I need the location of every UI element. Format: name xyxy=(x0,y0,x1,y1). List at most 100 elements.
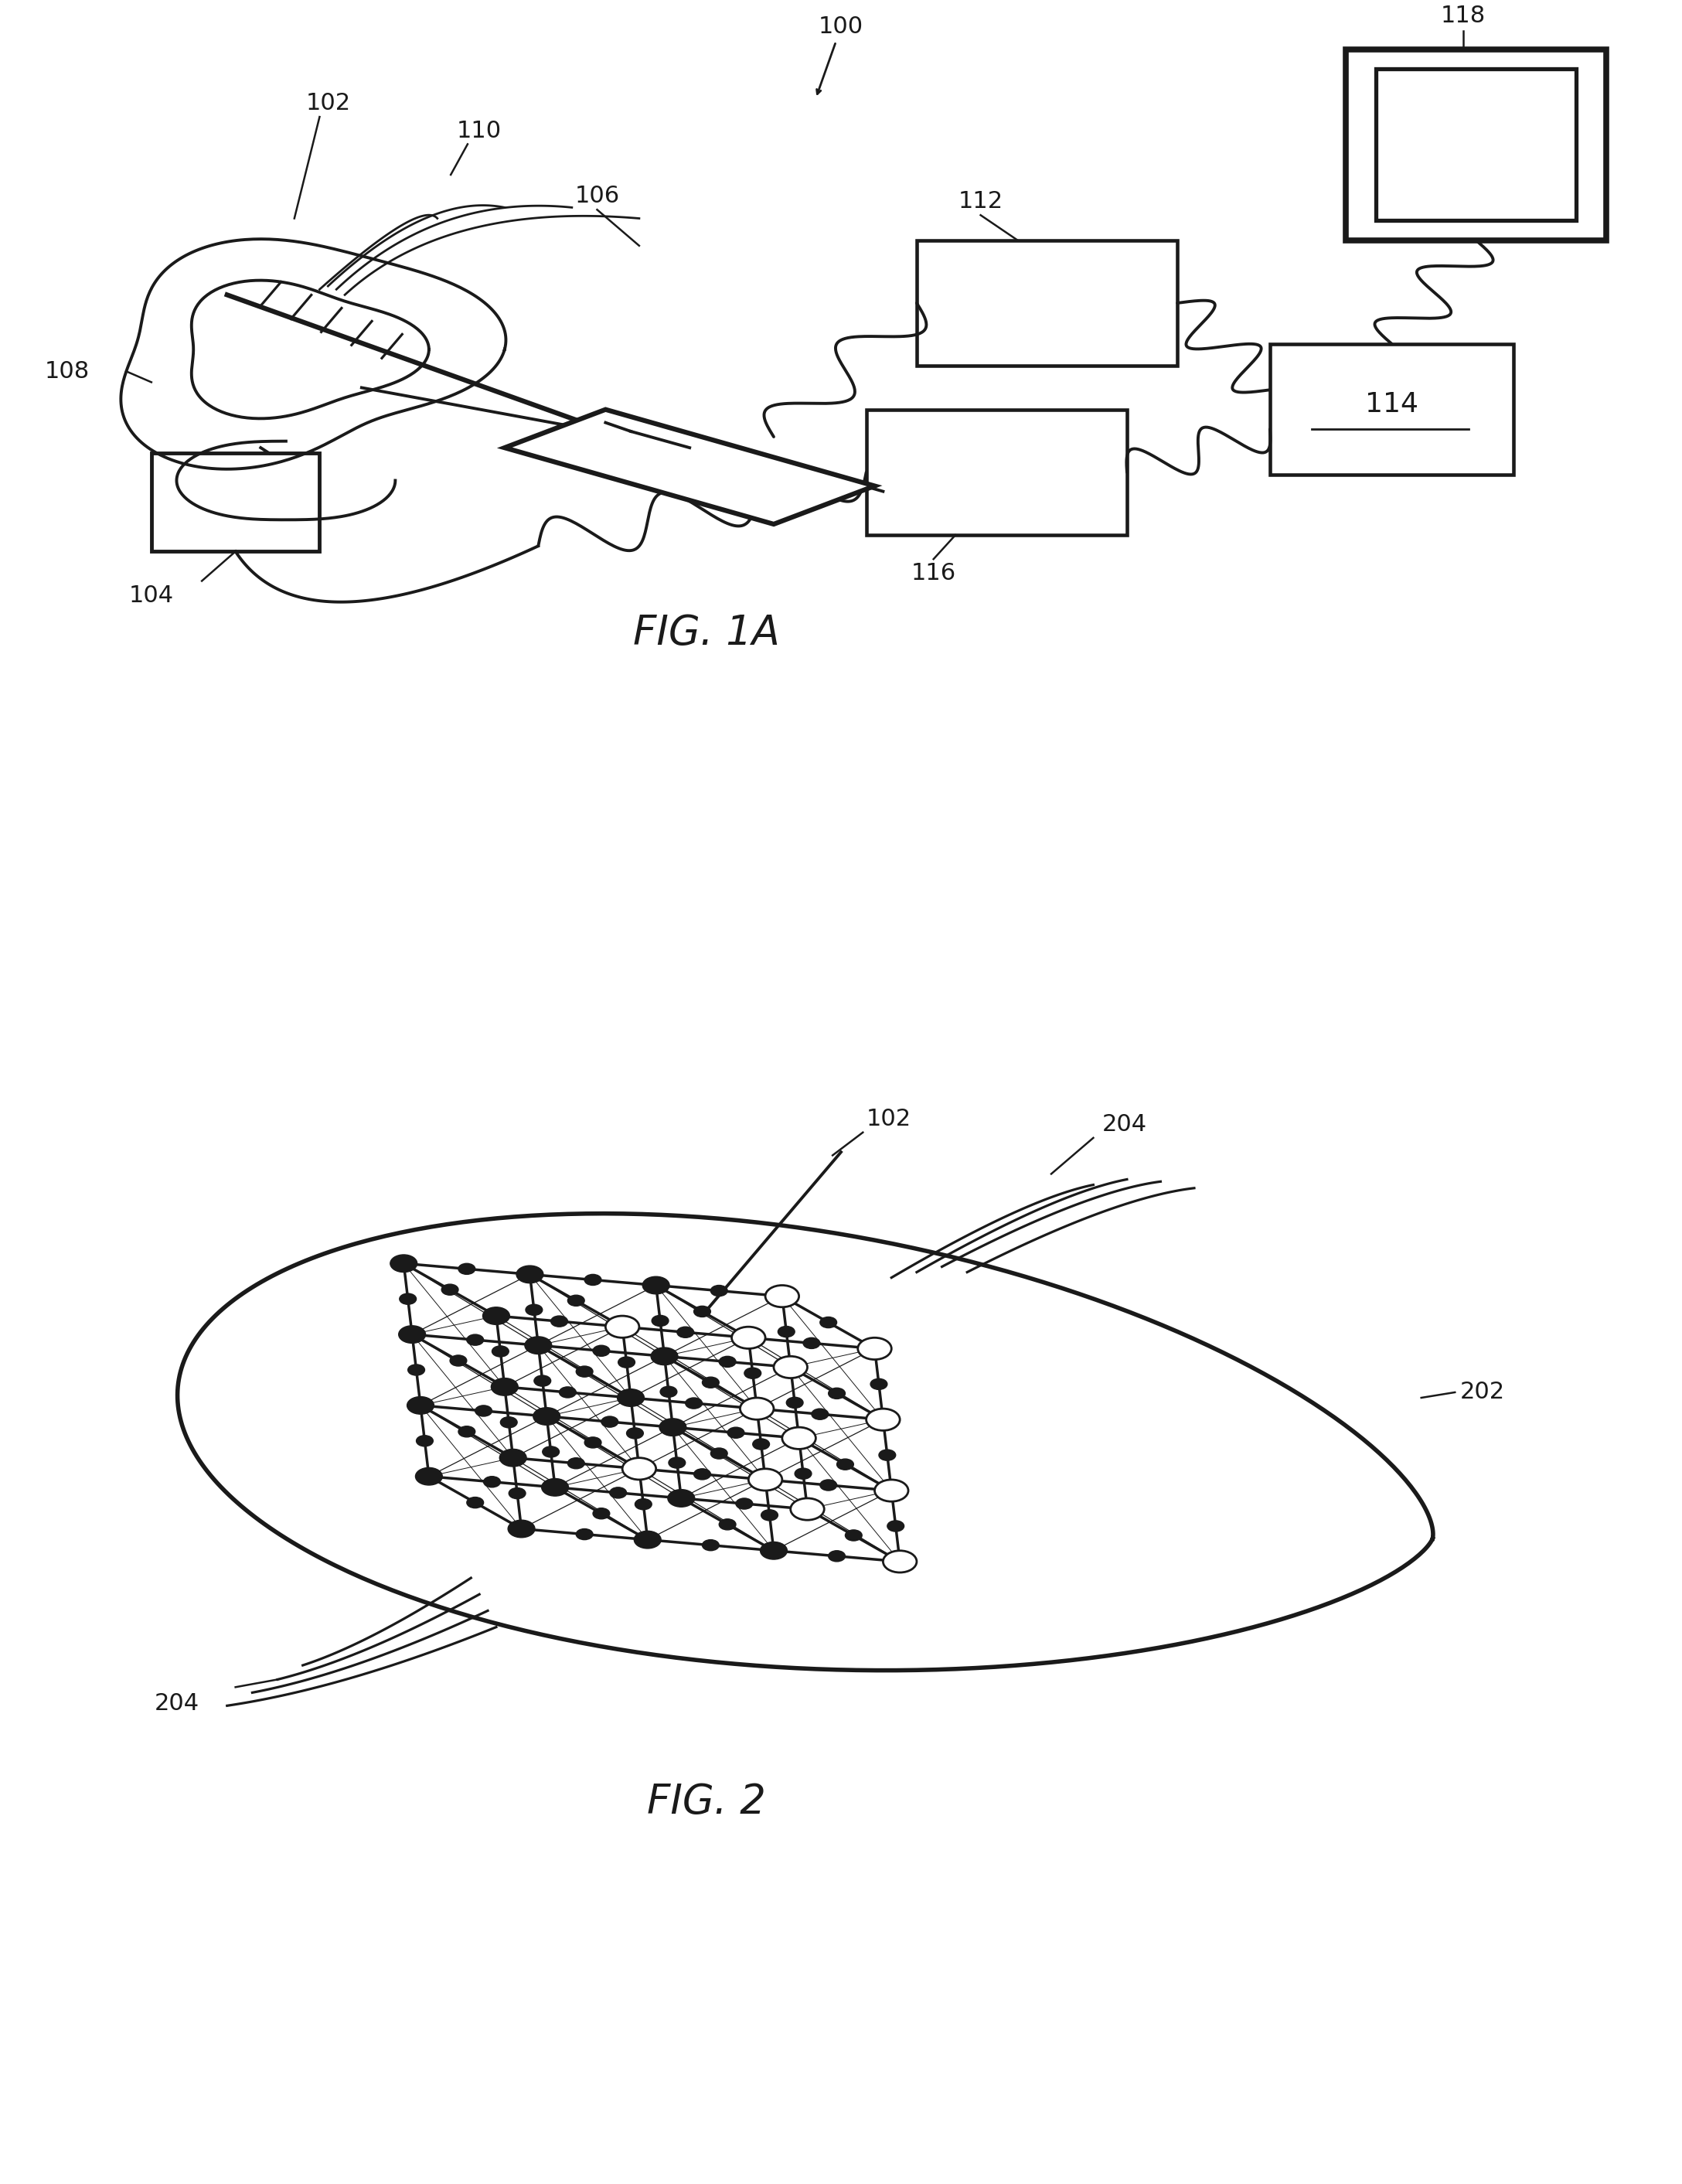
Circle shape xyxy=(542,1446,558,1457)
Circle shape xyxy=(458,1426,474,1437)
Circle shape xyxy=(668,1489,695,1507)
Text: 102: 102 xyxy=(306,92,350,114)
Text: FIG. 1A: FIG. 1A xyxy=(632,614,780,653)
Circle shape xyxy=(399,1326,426,1343)
Circle shape xyxy=(441,1284,458,1295)
Text: 202: 202 xyxy=(1460,1380,1505,1404)
Circle shape xyxy=(500,1450,526,1468)
Circle shape xyxy=(626,1428,643,1439)
Circle shape xyxy=(710,1284,727,1297)
Circle shape xyxy=(777,1326,794,1337)
Text: 106: 106 xyxy=(575,186,619,207)
Bar xyxy=(151,454,320,550)
Circle shape xyxy=(622,1459,656,1481)
Circle shape xyxy=(693,1306,710,1317)
Circle shape xyxy=(484,1476,501,1487)
Circle shape xyxy=(743,1367,760,1378)
Circle shape xyxy=(458,1262,474,1275)
Circle shape xyxy=(785,1398,804,1409)
Text: 108: 108 xyxy=(45,360,89,382)
Circle shape xyxy=(466,1498,484,1507)
Text: 104: 104 xyxy=(130,583,173,607)
Circle shape xyxy=(617,1389,644,1406)
Circle shape xyxy=(858,1337,891,1358)
Circle shape xyxy=(883,1551,917,1572)
Text: 102: 102 xyxy=(866,1107,912,1131)
Text: 204: 204 xyxy=(1102,1114,1147,1136)
Circle shape xyxy=(686,1398,701,1409)
Circle shape xyxy=(875,1481,908,1503)
Bar xyxy=(1376,68,1576,221)
Circle shape xyxy=(501,1417,518,1428)
Circle shape xyxy=(491,1345,508,1356)
Circle shape xyxy=(449,1354,466,1367)
Circle shape xyxy=(508,1487,525,1498)
Circle shape xyxy=(533,1406,560,1424)
Circle shape xyxy=(668,1457,686,1468)
Circle shape xyxy=(552,1315,567,1326)
Bar xyxy=(1270,343,1514,476)
Circle shape xyxy=(407,1398,434,1415)
Circle shape xyxy=(740,1398,774,1420)
Text: 112: 112 xyxy=(959,190,1002,214)
Circle shape xyxy=(619,1356,634,1367)
Circle shape xyxy=(782,1428,816,1450)
Circle shape xyxy=(651,1348,678,1365)
Circle shape xyxy=(693,1468,710,1481)
Circle shape xyxy=(508,1520,535,1538)
Circle shape xyxy=(525,1337,552,1354)
Circle shape xyxy=(765,1284,799,1306)
Circle shape xyxy=(417,1435,434,1446)
Circle shape xyxy=(569,1295,585,1306)
Circle shape xyxy=(866,1409,900,1431)
Circle shape xyxy=(606,1315,639,1337)
Circle shape xyxy=(703,1540,720,1551)
Circle shape xyxy=(634,1531,661,1548)
Circle shape xyxy=(575,1529,594,1540)
Circle shape xyxy=(836,1459,853,1470)
Circle shape xyxy=(791,1498,824,1520)
Circle shape xyxy=(407,1365,424,1376)
Text: 116: 116 xyxy=(912,561,955,585)
Circle shape xyxy=(525,1304,542,1315)
Circle shape xyxy=(718,1356,735,1367)
Circle shape xyxy=(802,1337,821,1350)
Circle shape xyxy=(491,1378,518,1396)
Circle shape xyxy=(390,1254,417,1271)
Circle shape xyxy=(760,1542,787,1559)
Circle shape xyxy=(466,1334,484,1345)
Circle shape xyxy=(636,1498,653,1509)
Circle shape xyxy=(483,1306,510,1324)
Circle shape xyxy=(794,1468,811,1479)
Circle shape xyxy=(594,1507,611,1520)
Circle shape xyxy=(643,1275,669,1293)
Circle shape xyxy=(710,1448,727,1459)
Circle shape xyxy=(659,1420,686,1437)
Circle shape xyxy=(569,1459,585,1468)
Circle shape xyxy=(888,1520,905,1531)
Circle shape xyxy=(819,1317,836,1328)
Circle shape xyxy=(542,1479,569,1496)
Bar xyxy=(1346,48,1606,240)
Circle shape xyxy=(828,1551,846,1562)
Text: 114: 114 xyxy=(1366,391,1418,417)
Circle shape xyxy=(602,1415,619,1428)
Polygon shape xyxy=(505,411,875,524)
Circle shape xyxy=(592,1345,609,1356)
Circle shape xyxy=(748,1468,782,1489)
Circle shape xyxy=(774,1356,807,1378)
Circle shape xyxy=(703,1376,720,1389)
Circle shape xyxy=(535,1376,552,1387)
Circle shape xyxy=(575,1367,594,1376)
Circle shape xyxy=(811,1409,829,1420)
Text: 204: 204 xyxy=(155,1693,198,1714)
Circle shape xyxy=(585,1437,602,1448)
Circle shape xyxy=(732,1326,765,1350)
Circle shape xyxy=(659,1387,676,1398)
Circle shape xyxy=(727,1428,743,1437)
Circle shape xyxy=(651,1315,668,1326)
Circle shape xyxy=(558,1387,575,1398)
Bar xyxy=(866,411,1127,535)
Circle shape xyxy=(752,1439,769,1450)
Text: FIG. 2: FIG. 2 xyxy=(648,1782,765,1821)
